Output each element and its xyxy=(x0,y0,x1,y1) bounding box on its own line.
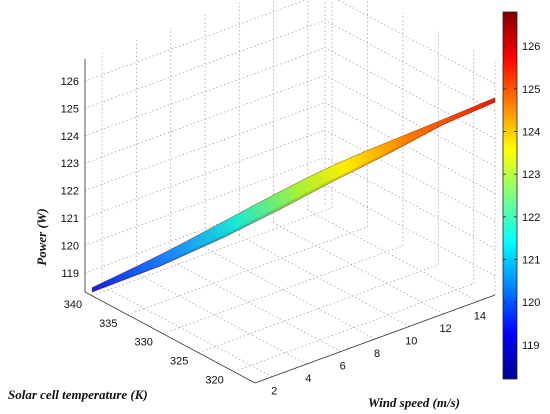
x-tick-label: 12 xyxy=(439,323,451,335)
floor-grid-line xyxy=(239,235,410,327)
floor-grid-line xyxy=(170,260,341,352)
colorbar-tick-label: 121 xyxy=(522,255,540,267)
side-wall-grid-line xyxy=(324,184,496,277)
side-wall-grid-line xyxy=(324,157,496,249)
x-tick-labels: 2 4 6 8 10 12 14 xyxy=(271,310,486,397)
floor-grid-line xyxy=(204,247,376,340)
y-tick-label: 335 xyxy=(99,318,117,330)
surface xyxy=(91,97,496,293)
side-wall-grid-line xyxy=(337,0,496,85)
z-tick-label: 126 xyxy=(61,76,79,88)
y-axis-label: Solar cell temperature (K) xyxy=(8,387,148,402)
side-wall-grid-line xyxy=(324,20,496,112)
y-axis-line xyxy=(84,291,256,384)
z-tick-label: 123 xyxy=(61,158,79,170)
side-wall-grid-line xyxy=(324,102,496,194)
x-tick-label: 8 xyxy=(374,348,380,360)
z-tick-label: 121 xyxy=(61,213,79,225)
x-tick-label: 14 xyxy=(474,310,486,322)
colorbar-tick-labels: 119 120 121 122 123 124 125 126 xyxy=(503,41,540,352)
side-wall-grid-line xyxy=(324,74,496,167)
z-tick-label: 125 xyxy=(61,103,79,115)
colorbar-tick-label: 125 xyxy=(522,84,540,96)
y-tick-label: 325 xyxy=(170,356,188,368)
z-tick-label: 119 xyxy=(61,268,79,280)
back-wall-grid-line xyxy=(84,102,326,191)
colorbar-tick-label: 120 xyxy=(522,297,540,309)
colorbar-tick-label: 123 xyxy=(522,169,540,181)
axes-box xyxy=(84,59,496,384)
colorbar-tick-label: 119 xyxy=(522,340,540,352)
floor-grid-line xyxy=(273,222,444,315)
back-wall-grid-line xyxy=(84,0,307,82)
back-wall-grid-line xyxy=(84,20,326,109)
y-tick-labels: 340 335 330 325 320 xyxy=(64,299,224,387)
colorbar-tick-label: 122 xyxy=(522,212,540,224)
x-axis-line xyxy=(254,294,496,384)
y-tick-label: 320 xyxy=(205,375,223,387)
back-wall-grid-line xyxy=(84,129,326,219)
floor-grid-line xyxy=(127,226,368,316)
z-tick-label: 124 xyxy=(61,131,79,143)
floor-grid-line xyxy=(307,209,479,302)
back-wall-grid-line xyxy=(84,47,326,137)
side-wall-grid-line xyxy=(324,47,496,140)
y-tick-label: 340 xyxy=(64,299,82,311)
colorbar-tick-label: 126 xyxy=(522,41,540,53)
floor-grid-line xyxy=(101,285,273,378)
z-tick-labels: 119 120 121 122 123 124 125 126 xyxy=(61,76,79,280)
floor-grid-line xyxy=(136,272,307,365)
y-tick-label: 330 xyxy=(135,337,153,349)
x-axis-label: Wind speed (m/s) xyxy=(368,395,460,410)
colorbar xyxy=(502,11,518,380)
colorbar-tick-label: 124 xyxy=(522,126,540,138)
x-tick-label: 4 xyxy=(305,373,311,385)
floor-grid-line xyxy=(233,283,474,372)
floor-grid-line xyxy=(198,264,439,353)
x-tick-label: 2 xyxy=(271,386,277,398)
z-tick-label: 122 xyxy=(61,186,79,198)
z-axis-label: Power (W) xyxy=(34,208,49,265)
surface-shade xyxy=(92,101,495,293)
z-tick-label: 120 xyxy=(61,240,79,252)
back-wall-grid-line xyxy=(84,74,326,164)
floor-grid-line xyxy=(91,207,333,297)
floor-grid-line xyxy=(162,245,404,335)
x-tick-label: 10 xyxy=(405,335,417,347)
back-wall-grid-line xyxy=(84,157,326,246)
side-wall-grid-line xyxy=(324,129,496,222)
x-tick-label: 6 xyxy=(340,361,346,373)
